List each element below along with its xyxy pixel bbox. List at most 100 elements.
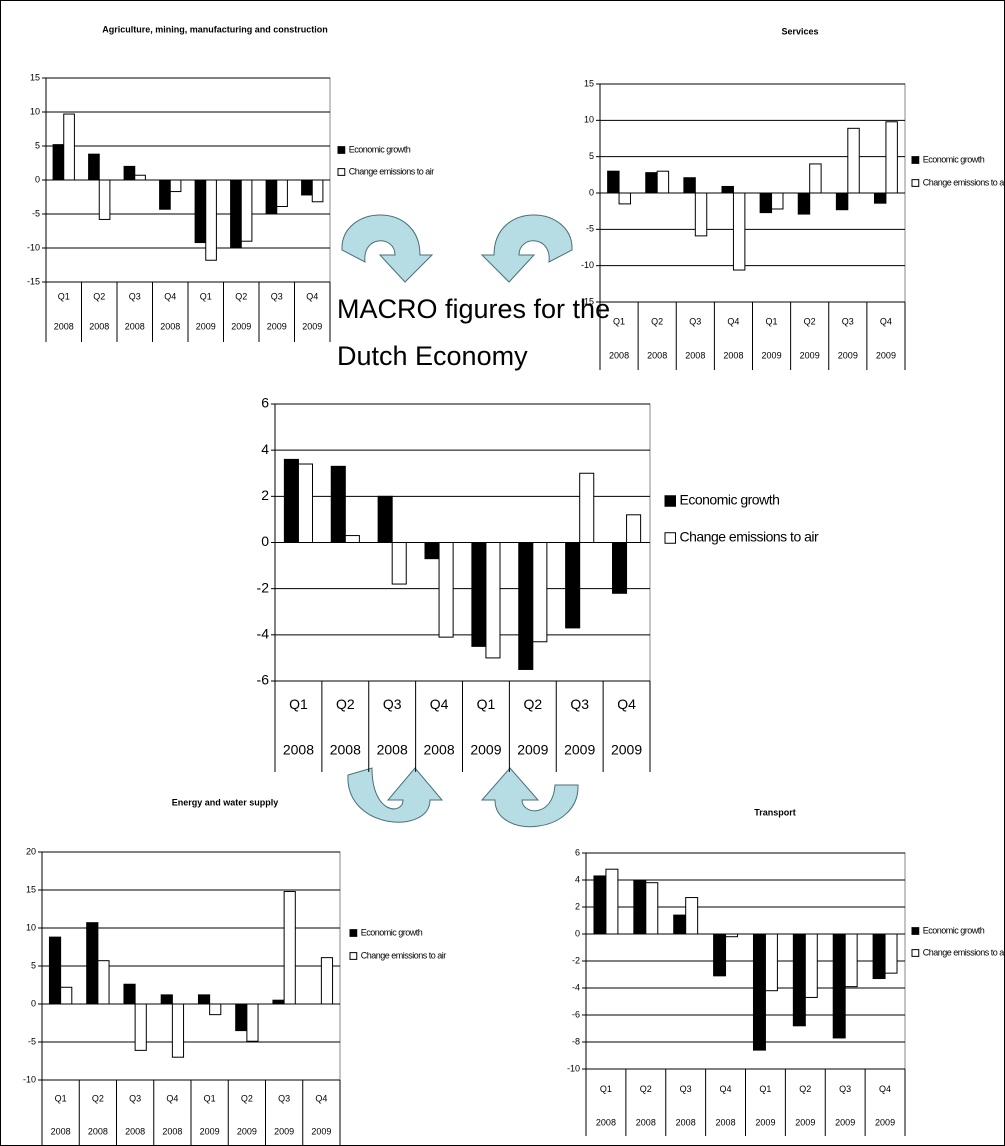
x-tick-label: Q4 <box>164 291 176 301</box>
bar <box>438 542 454 638</box>
x-group-label: 2008 <box>89 321 109 331</box>
bar <box>673 914 687 935</box>
y-tick-label: -10 <box>567 1063 580 1073</box>
bar <box>792 933 806 1027</box>
y-tick-label: -4 <box>572 982 580 992</box>
x-group-label: 2008 <box>125 1126 145 1136</box>
y-tick-label: 4 <box>261 441 269 457</box>
bar <box>98 179 111 220</box>
x-group-label: 2009 <box>237 1126 257 1136</box>
legend-swatch <box>664 495 676 507</box>
x-group-label: 2008 <box>636 1117 656 1127</box>
bar <box>330 465 346 544</box>
bar <box>424 542 440 560</box>
bar <box>194 179 207 244</box>
x-group-label: 2008 <box>377 742 408 758</box>
x-group-label: 2008 <box>88 1126 108 1136</box>
chart-title: Agriculture, mining, manufacturing and c… <box>102 24 328 34</box>
y-tick-label: 0 <box>261 533 269 549</box>
bar <box>872 933 886 980</box>
bar <box>86 922 99 1005</box>
bar <box>485 542 501 659</box>
x-tick-label: Q1 <box>600 1084 612 1094</box>
x-tick-label: Q4 <box>880 316 892 326</box>
bar <box>884 933 898 974</box>
bar <box>205 179 217 261</box>
bar <box>123 983 136 1005</box>
legend-swatch <box>911 949 920 957</box>
x-group-label: 2009 <box>470 742 501 758</box>
x-group-label: 2008 <box>283 742 314 758</box>
x-tick-label: Q2 <box>640 1084 652 1094</box>
bar <box>235 1003 248 1032</box>
x-tick-label: Q4 <box>720 1084 732 1094</box>
y-tick-label: -15 <box>581 296 594 306</box>
bar <box>874 192 887 204</box>
x-group-label: 2009 <box>274 1126 294 1136</box>
bar <box>344 535 360 544</box>
legend-label: Economic growth <box>923 154 985 164</box>
x-tick-label: Q1 <box>766 316 778 326</box>
bar <box>276 179 288 208</box>
x-tick-label: Q3 <box>383 696 402 712</box>
bar <box>764 933 778 992</box>
legend-swatch <box>664 532 676 544</box>
x-group-label: 2009 <box>267 321 287 331</box>
x-tick-label: Q1 <box>58 291 70 301</box>
bar <box>579 472 595 543</box>
y-tick-label: -10 <box>23 1074 36 1084</box>
arrow <box>480 767 579 828</box>
bar <box>835 192 849 211</box>
x-tick-label: Q3 <box>570 696 589 712</box>
x-group-label: 2009 <box>795 1117 815 1127</box>
legend-swatch <box>911 156 920 164</box>
x-tick-label: Q1 <box>613 316 625 326</box>
y-tick-label: -10 <box>581 260 594 270</box>
y-tick-label: -15 <box>27 276 40 286</box>
bar <box>645 882 659 935</box>
x-tick-label: Q3 <box>129 291 141 301</box>
x-tick-label: Q1 <box>200 291 212 301</box>
bar <box>832 933 846 1039</box>
chart-title: Services <box>781 26 818 36</box>
x-group-label: 2008 <box>723 350 743 360</box>
bar <box>471 542 487 647</box>
bar <box>246 1003 259 1042</box>
bar <box>645 172 658 194</box>
x-group-label: 2009 <box>231 321 251 331</box>
bar <box>593 875 607 935</box>
bar <box>159 179 171 210</box>
y-tick-label: 6 <box>575 847 580 857</box>
x-group-label: 2008 <box>423 742 454 758</box>
x-group-label: 2008 <box>647 350 667 360</box>
bar <box>685 897 699 935</box>
legend-swatch <box>911 179 920 187</box>
y-tick-label: -4 <box>257 626 270 642</box>
y-tick-label: -5 <box>32 208 40 218</box>
bar <box>134 174 146 181</box>
legend-label: Change emissions to air <box>680 529 820 545</box>
x-tick-label: Q2 <box>92 1093 104 1103</box>
arrow <box>341 214 434 283</box>
bar <box>605 868 619 935</box>
y-tick-label: 2 <box>575 901 580 911</box>
bar <box>60 986 73 1005</box>
y-tick-label: 0 <box>589 187 594 197</box>
x-tick-label: Q4 <box>617 696 636 712</box>
bar <box>88 153 100 181</box>
x-tick-label: Q4 <box>306 291 318 301</box>
y-tick-label: -6 <box>572 1009 580 1019</box>
bar <box>607 170 620 194</box>
x-group-label: 2008 <box>51 1126 71 1136</box>
bar <box>320 957 334 1005</box>
x-tick-label: Q2 <box>804 316 816 326</box>
y-tick-label: 0 <box>31 998 36 1008</box>
y-tick-label: 0 <box>35 174 40 184</box>
legend-label: Change emissions to air <box>349 166 435 176</box>
bar <box>265 179 278 214</box>
x-tick-label: Q1 <box>759 1084 771 1094</box>
x-tick-label: Q2 <box>523 696 542 712</box>
bar <box>847 127 860 194</box>
x-group-label: 2008 <box>676 1117 696 1127</box>
